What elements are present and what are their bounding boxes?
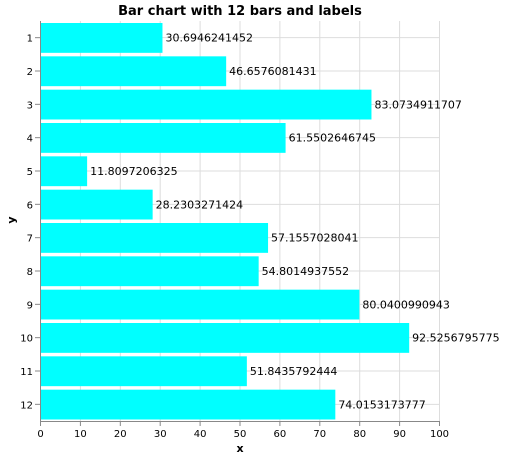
x-tick-label: 80	[353, 429, 366, 440]
y-tick-label: 5	[27, 167, 33, 178]
bar-value-label: 54.8014937552	[262, 265, 349, 278]
x-tick-label: 90	[393, 429, 406, 440]
x-tick-label: 30	[154, 429, 167, 440]
data-labels: 30.6946241452 46.6576081431 83.0734911707 6…	[90, 32, 500, 412]
x-tick-label: 100	[430, 429, 449, 440]
y-tick-label: 9	[27, 300, 33, 311]
y-tick-label: 10	[20, 334, 33, 345]
x-tick-label: 20	[114, 429, 127, 440]
bars	[40, 23, 410, 420]
x-tick-label: 70	[313, 429, 326, 440]
x-tick-label: 50	[234, 429, 247, 440]
bar-value-label: 28.2303271424	[156, 198, 243, 211]
bar	[40, 123, 286, 153]
bar	[40, 23, 163, 53]
x-axis-title: x	[236, 442, 243, 455]
bar-value-label: 61.5502646745	[289, 132, 376, 145]
y-tick-label: 2	[27, 67, 33, 78]
y-tick-label: 4	[27, 134, 33, 145]
bar	[40, 323, 410, 353]
bar-value-label: 74.0153173777	[338, 398, 425, 411]
y-tick-label: 1	[27, 34, 33, 45]
bar-value-label: 30.6946241452	[165, 32, 252, 45]
bar	[40, 223, 269, 253]
bar	[40, 89, 372, 120]
bar	[40, 256, 259, 287]
bar-value-label: 11.8097206325	[90, 165, 177, 178]
chart-title: Bar chart with 12 bars and labels	[118, 4, 362, 19]
y-tick-label: 6	[27, 200, 33, 211]
bar-value-label: 57.1557028041	[271, 232, 358, 245]
x-tick-label: 40	[194, 429, 207, 440]
bar	[40, 289, 360, 320]
bar-value-label: 51.8435792444	[250, 365, 337, 378]
bar	[40, 56, 227, 87]
bar	[40, 156, 88, 187]
y-tick-label: 12	[20, 400, 33, 411]
y-tick-label: 3	[27, 100, 33, 111]
y-tick-label: 8	[27, 267, 33, 278]
x-tick-label: 60	[274, 429, 287, 440]
y-tick-label: 11	[20, 367, 33, 378]
bar	[40, 356, 247, 387]
bar	[40, 189, 153, 220]
bar-value-label: 92.5256795775	[412, 332, 499, 345]
bar-value-label: 46.6576081431	[229, 65, 316, 78]
bar-value-label: 80.0400990943	[362, 298, 449, 311]
x-tick-label: 0	[37, 429, 43, 440]
bar	[40, 389, 336, 420]
bar-value-label: 83.0734911707	[374, 98, 461, 111]
y-axis-title: y	[5, 216, 18, 223]
y-tick-label: 7	[27, 234, 33, 245]
x-tick-label: 10	[74, 429, 87, 440]
